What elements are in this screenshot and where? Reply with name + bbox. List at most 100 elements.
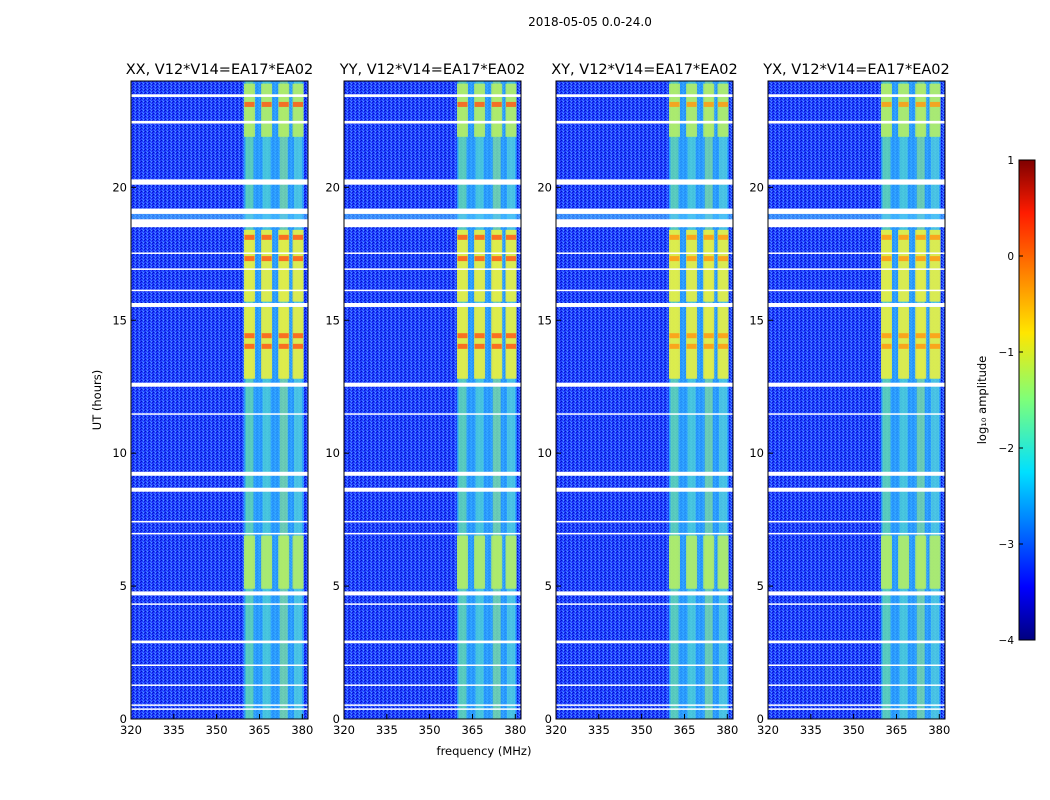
rfi-burst <box>668 83 680 137</box>
flagged-row <box>768 664 945 667</box>
x-tick-label: 380 <box>716 723 738 737</box>
rfi-hotspot <box>278 343 289 349</box>
panels-group: XX, V12*V14=EA17*EA02 320 335 350 365 380 0 5 10… <box>112 62 950 737</box>
flagged-row <box>131 120 308 124</box>
flagged-row <box>344 302 521 307</box>
rfi-hotspot <box>244 256 255 262</box>
rfi-hotspot <box>491 333 502 339</box>
y-tick-label: 0 <box>120 712 127 726</box>
flagged-row <box>344 471 521 476</box>
rfi-burst <box>915 83 927 137</box>
panel-title: XY, V12*V14=EA17*EA02 <box>551 62 737 78</box>
rfi-channel <box>492 81 501 719</box>
rfi-burst <box>505 306 517 379</box>
rfi-burst <box>898 535 910 589</box>
rfi-hotspot <box>506 101 517 107</box>
rfi-hotspot <box>474 234 485 240</box>
rfi-burst <box>915 535 927 589</box>
rfi-hotspot <box>244 333 255 339</box>
colorbar-ticks: 1 0 −1 −2 −3 −4 <box>999 155 1023 647</box>
flagged-row <box>131 252 308 254</box>
rfi-hotspot <box>261 101 272 107</box>
panel-title: XX, V12*V14=EA17*EA02 <box>126 62 314 78</box>
rfi-hotspot <box>278 101 289 107</box>
rfi-hotspot <box>718 343 729 349</box>
y-tick-label: 20 <box>537 180 552 194</box>
rfi-burst <box>686 306 698 379</box>
rfi-burst <box>686 83 698 137</box>
flagged-row <box>131 640 308 644</box>
rfi-channel <box>294 81 303 719</box>
colorbar-label: log₁₀ amplitude <box>975 356 989 445</box>
rfi-hotspot <box>703 333 714 339</box>
rfi-hotspot <box>881 343 892 349</box>
rfi-burst <box>717 535 729 589</box>
rfi-hotspot <box>930 101 941 107</box>
y-tick-label: 15 <box>112 313 127 327</box>
flagged-row <box>131 219 308 228</box>
flagged-row <box>556 708 733 710</box>
rfi-burst <box>505 229 517 302</box>
rfi-burst <box>278 83 290 137</box>
x-tick-label: 335 <box>588 723 610 737</box>
rfi-channel <box>719 81 728 719</box>
rfi-hotspot <box>261 343 272 349</box>
rfi-burst <box>243 535 255 589</box>
y-tick-label: 0 <box>545 712 552 726</box>
rfi-hotspot <box>898 256 909 262</box>
flagged-row <box>768 94 945 97</box>
rfi-hotspot <box>718 101 729 107</box>
flagged-row <box>556 120 733 124</box>
rfi-burst <box>292 83 304 137</box>
flagged-row <box>344 664 521 667</box>
axes-frame <box>343 80 522 720</box>
rfi-burst <box>703 535 715 589</box>
rfi-hotspot <box>915 343 926 349</box>
rfi-hotspot <box>293 256 304 262</box>
rfi-hotspot <box>293 333 304 339</box>
rfi-hotspot <box>881 256 892 262</box>
rfi-hotspot <box>474 101 485 107</box>
flagged-row <box>131 302 308 307</box>
rfi-channel <box>475 81 484 719</box>
flagged-row <box>344 487 521 492</box>
rfi-burst <box>456 535 468 589</box>
flagged-row <box>556 94 733 97</box>
rfi-hotspot <box>930 333 941 339</box>
rfi-channel <box>899 81 908 719</box>
flagged-row <box>344 268 521 270</box>
flagged-row <box>344 120 521 124</box>
rfi-burst <box>880 535 892 589</box>
rfi-burst <box>261 306 273 379</box>
y-tick-label: 20 <box>112 180 127 194</box>
rfi-burst <box>278 229 290 302</box>
rfi-burst <box>703 306 715 379</box>
flagged-row <box>768 704 945 706</box>
rfi-burst <box>668 306 680 379</box>
rfi-hotspot <box>457 234 468 240</box>
rfi-burst <box>929 306 941 379</box>
flagged-row <box>768 532 945 535</box>
y-tick-label: 0 <box>333 712 340 726</box>
rfi-burst <box>880 306 892 379</box>
flagged-row <box>556 603 733 605</box>
rfi-burst <box>686 535 698 589</box>
rfi-hotspot <box>293 234 304 240</box>
x-tick-label: 320 <box>120 723 142 737</box>
rfi-burst <box>474 229 486 302</box>
rfi-hotspot <box>930 343 941 349</box>
rfi-burst <box>505 535 517 589</box>
rfi-burst <box>880 83 892 137</box>
flagged-row <box>344 179 521 185</box>
rfi-hotspot <box>506 333 517 339</box>
rfi-band <box>456 81 517 719</box>
rfi-hotspot <box>718 234 729 240</box>
flagged-row <box>556 591 733 596</box>
flagged-row <box>556 179 733 185</box>
x-tick-label: 350 <box>631 723 653 737</box>
rfi-burst <box>880 229 892 302</box>
flagged-row <box>768 708 945 710</box>
flagged-row <box>131 179 308 185</box>
colorbar-tick-label: −2 <box>999 443 1014 455</box>
x-tick-label: 350 <box>206 723 228 737</box>
